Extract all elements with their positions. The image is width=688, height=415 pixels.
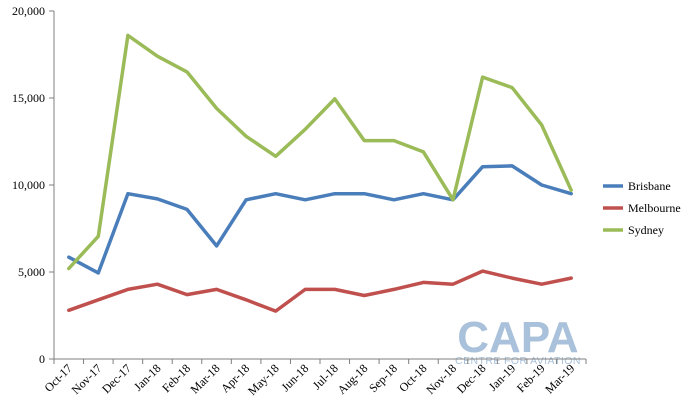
capa-watermark: CAPA CENTRE FOR AVIATION xyxy=(455,313,581,367)
series-line-melbourne xyxy=(67,269,573,313)
legend-label-melbourne: Melbourne xyxy=(628,201,681,215)
y-tick-label: 0 xyxy=(39,352,45,366)
x-tick-label: Nov-18 xyxy=(423,361,459,397)
x-tick-label: Dec-17 xyxy=(99,361,134,396)
watermark-logo-text: CAPA xyxy=(457,313,578,362)
x-tick-label: Nov-17 xyxy=(69,361,105,397)
series-line-sydney xyxy=(67,33,573,271)
legend-label-brisbane: Brisbane xyxy=(628,179,671,193)
x-tick-label: Jan-18 xyxy=(131,361,164,394)
legend-label-sydney: Sydney xyxy=(628,223,664,237)
axes xyxy=(53,11,586,360)
x-tick-label: Jun-18 xyxy=(278,361,311,394)
x-axis-ticks: Oct-17Nov-17Dec-17Jan-18Feb-18Mar-18Apr-… xyxy=(41,359,587,398)
legend: Brisbane Melbourne Sydney xyxy=(603,179,681,237)
watermark-tagline: CENTRE FOR AVIATION xyxy=(455,355,581,367)
y-tick-label: 15,000 xyxy=(12,91,45,105)
x-tick-label: Feb-18 xyxy=(159,361,193,395)
y-tick-label: 20,000 xyxy=(12,4,45,18)
x-tick-label: Mar-18 xyxy=(187,361,222,396)
series-line-brisbane xyxy=(67,164,573,275)
x-tick-label: May-18 xyxy=(245,361,282,398)
y-tick-label: 10,000 xyxy=(12,178,45,192)
y-tick-label: 5,000 xyxy=(18,265,45,279)
series-lines xyxy=(67,33,573,313)
x-tick-label: Sep-18 xyxy=(366,361,400,395)
y-axis-ticks: 0 5,000 10,000 15,000 20,000 xyxy=(12,4,54,366)
x-tick-label: Aug-18 xyxy=(335,361,371,397)
